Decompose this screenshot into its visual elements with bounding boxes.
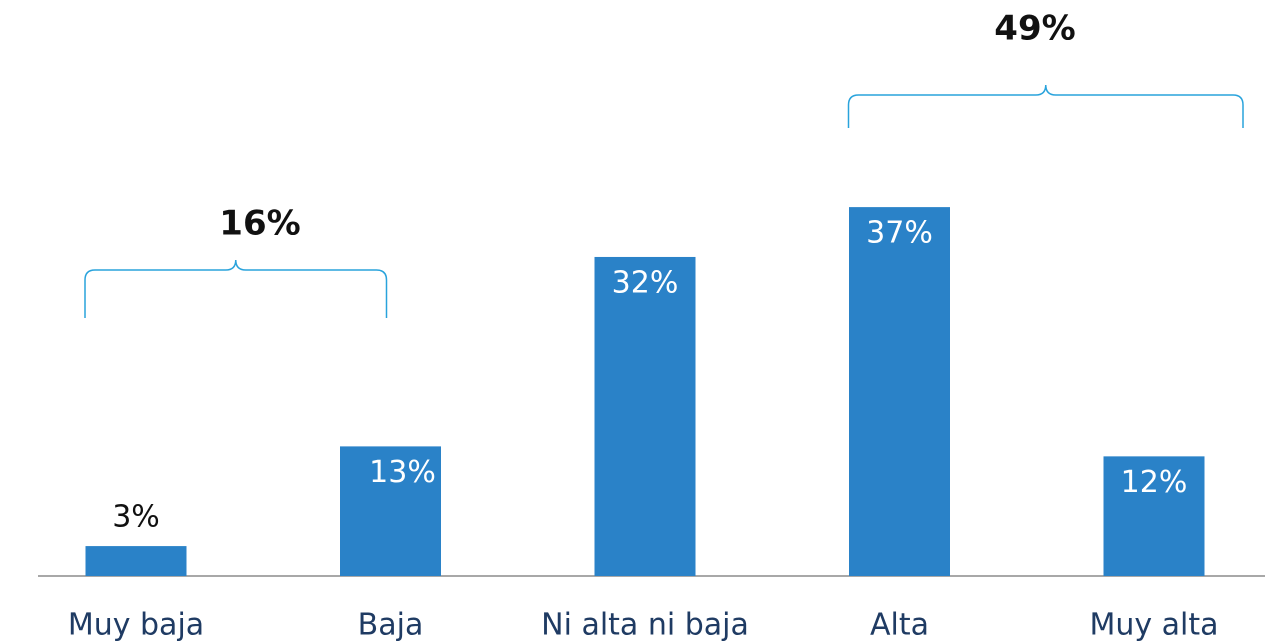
- bar: [85, 546, 187, 576]
- bar: [1103, 456, 1205, 576]
- x-tick-label: Ni alta ni baja: [541, 608, 749, 643]
- data-label: 32%: [612, 265, 679, 300]
- x-tick-label: Baja: [358, 608, 424, 643]
- group-label: 49%: [994, 9, 1075, 49]
- bar: [594, 256, 696, 576]
- data-label: 3%: [112, 500, 160, 535]
- group-label: 16%: [219, 204, 300, 244]
- group-bracket: [847, 84, 1244, 128]
- x-tick-label: Alta: [870, 608, 929, 643]
- bar: [849, 207, 950, 577]
- x-tick-label: Muy alta: [1089, 608, 1218, 643]
- data-label: 12%: [1121, 465, 1188, 500]
- bar: [340, 446, 441, 576]
- data-label: 13%: [369, 455, 436, 490]
- x-tick-label: Muy baja: [68, 608, 204, 643]
- group-bracket: [84, 259, 388, 318]
- data-label: 37%: [866, 216, 933, 251]
